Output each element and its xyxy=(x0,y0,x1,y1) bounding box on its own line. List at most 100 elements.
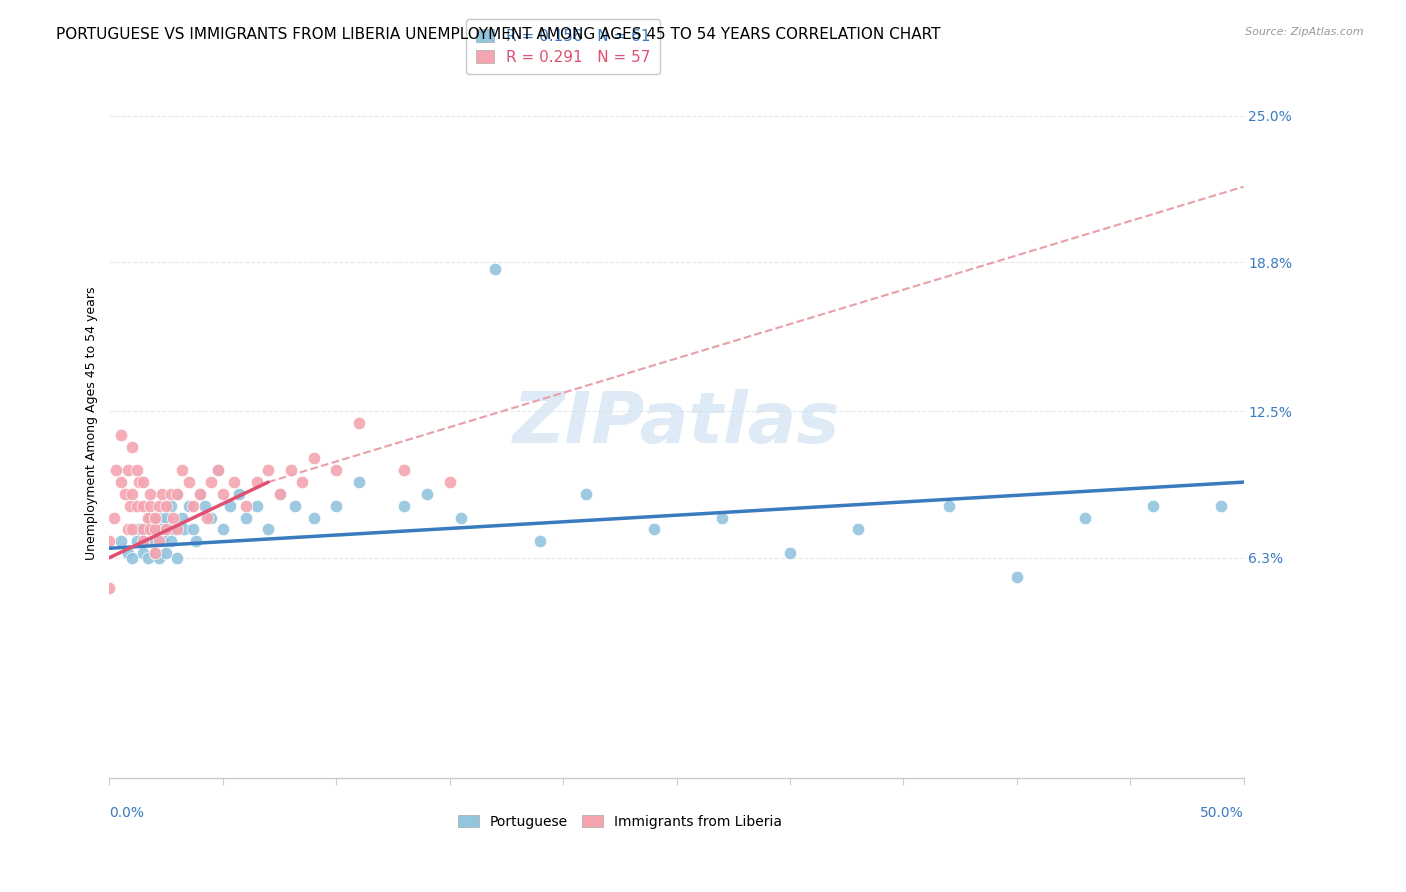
Point xyxy=(110,475,132,489)
Point xyxy=(347,475,370,489)
Point xyxy=(132,534,155,549)
Point xyxy=(110,534,132,549)
Text: 0.0%: 0.0% xyxy=(110,805,145,820)
Point xyxy=(98,582,121,596)
Point xyxy=(125,499,148,513)
Point xyxy=(394,463,416,477)
Point xyxy=(103,510,125,524)
Point xyxy=(211,522,233,536)
Point xyxy=(416,487,439,501)
Point xyxy=(132,499,155,513)
Point xyxy=(529,534,551,549)
Point xyxy=(121,440,143,454)
Point xyxy=(183,522,205,536)
Point xyxy=(284,499,307,513)
Point xyxy=(155,522,177,536)
Point xyxy=(117,463,139,477)
Point xyxy=(105,463,128,477)
Point xyxy=(1142,499,1164,513)
Point xyxy=(166,487,188,501)
Point xyxy=(224,475,246,489)
Point xyxy=(121,550,143,565)
Point xyxy=(143,510,166,524)
Point xyxy=(118,499,141,513)
Text: ZIPatlas: ZIPatlas xyxy=(513,389,841,458)
Point xyxy=(188,487,211,501)
Point xyxy=(121,522,143,536)
Point xyxy=(159,499,181,513)
Point xyxy=(439,475,461,489)
Point xyxy=(143,546,166,560)
Point xyxy=(117,546,139,560)
Point xyxy=(162,522,184,536)
Point xyxy=(159,487,181,501)
Point xyxy=(155,546,177,560)
Point xyxy=(575,487,598,501)
Point xyxy=(132,522,155,536)
Point xyxy=(121,487,143,501)
Point xyxy=(207,463,229,477)
Point xyxy=(347,416,370,430)
Point xyxy=(128,522,150,536)
Point xyxy=(1209,499,1232,513)
Point xyxy=(1005,569,1028,583)
Point xyxy=(132,534,155,549)
Point xyxy=(121,522,143,536)
Point xyxy=(173,522,195,536)
Point xyxy=(246,475,269,489)
Point xyxy=(188,487,211,501)
Point xyxy=(177,499,200,513)
Y-axis label: Unemployment Among Ages 45 to 54 years: Unemployment Among Ages 45 to 54 years xyxy=(86,286,98,560)
Point xyxy=(114,487,136,501)
Point xyxy=(710,510,733,524)
Point xyxy=(139,499,162,513)
Point xyxy=(183,499,205,513)
Point xyxy=(148,499,170,513)
Point xyxy=(139,487,162,501)
Point xyxy=(132,546,155,560)
Point xyxy=(302,451,325,466)
Point xyxy=(166,522,188,536)
Point xyxy=(136,510,159,524)
Point xyxy=(166,550,188,565)
Point xyxy=(166,487,188,501)
Text: Source: ZipAtlas.com: Source: ZipAtlas.com xyxy=(1246,27,1364,37)
Point xyxy=(150,487,173,501)
Point xyxy=(195,510,218,524)
Point xyxy=(302,510,325,524)
Point xyxy=(177,475,200,489)
Point xyxy=(450,510,472,524)
Point xyxy=(136,550,159,565)
Point xyxy=(143,534,166,549)
Point xyxy=(143,546,166,560)
Point xyxy=(184,534,207,549)
Point xyxy=(643,522,665,536)
Point xyxy=(143,510,166,524)
Point xyxy=(394,499,416,513)
Point xyxy=(291,475,314,489)
Point xyxy=(148,550,170,565)
Point xyxy=(148,510,170,524)
Point xyxy=(139,522,162,536)
Point xyxy=(125,463,148,477)
Point xyxy=(148,534,170,549)
Point xyxy=(257,463,280,477)
Point xyxy=(170,510,193,524)
Point xyxy=(211,487,233,501)
Point xyxy=(246,499,269,513)
Point xyxy=(139,510,162,524)
Point xyxy=(325,463,347,477)
Point xyxy=(235,499,257,513)
Point xyxy=(155,499,177,513)
Point xyxy=(1074,510,1097,524)
Point xyxy=(200,475,222,489)
Point xyxy=(132,475,155,489)
Point xyxy=(128,475,150,489)
Point xyxy=(280,463,302,477)
Point xyxy=(207,463,229,477)
Point xyxy=(779,546,801,560)
Point xyxy=(162,510,184,524)
Point xyxy=(257,522,280,536)
Text: PORTUGUESE VS IMMIGRANTS FROM LIBERIA UNEMPLOYMENT AMONG AGES 45 TO 54 YEARS COR: PORTUGUESE VS IMMIGRANTS FROM LIBERIA UN… xyxy=(56,27,941,42)
Point xyxy=(269,487,291,501)
